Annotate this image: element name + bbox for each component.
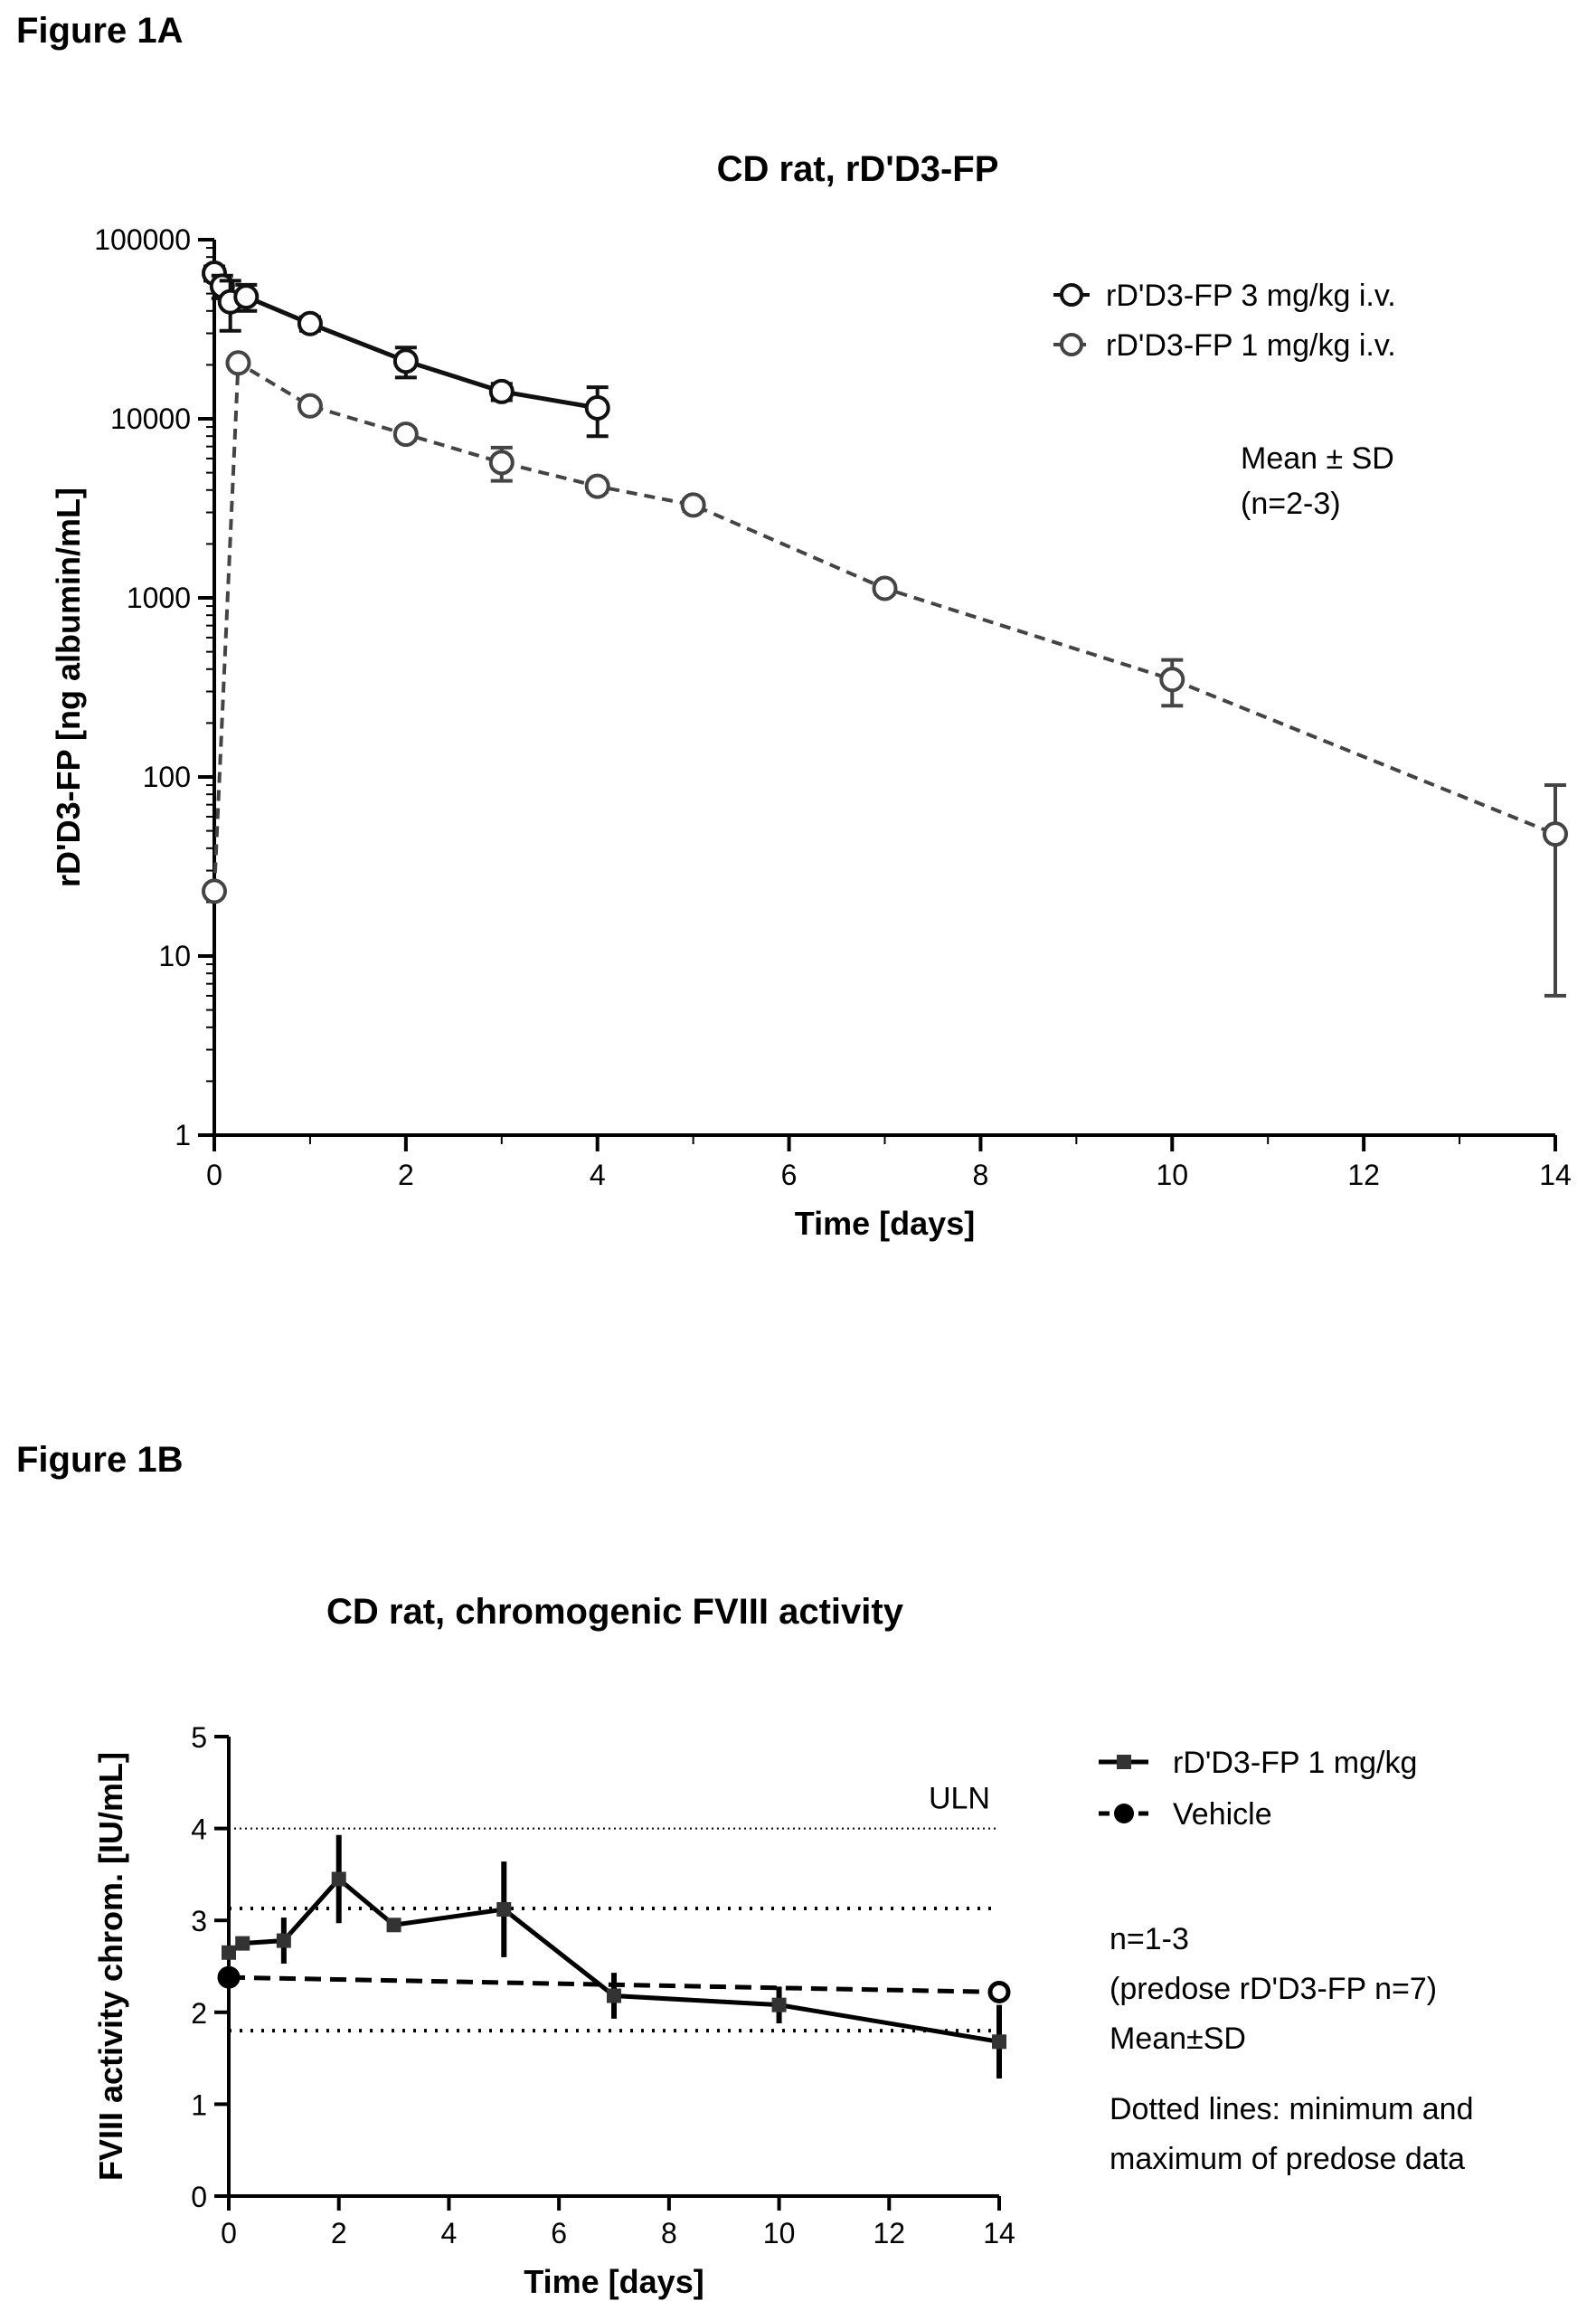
y-tick-label: 0 xyxy=(191,2181,207,2213)
data-point xyxy=(1159,667,1185,693)
data-point xyxy=(1543,821,1568,848)
data-point xyxy=(987,1980,1011,2003)
legend-marker xyxy=(1060,283,1083,307)
annotation-text: (predose rD'D3-FP n=7) xyxy=(1110,1972,1437,2006)
annotation-mean-sd: Mean ± SD xyxy=(1241,441,1394,476)
annotation-text: maximum of predose data xyxy=(1110,2142,1465,2176)
legend-label: rD'D3-FP 3 mg/kg i.v. xyxy=(1106,279,1396,313)
annotation-n: (n=2-3) xyxy=(1241,487,1341,521)
data-point xyxy=(217,1965,241,1989)
x-tick-label: 14 xyxy=(1539,1159,1572,1191)
x-tick-label: 6 xyxy=(781,1159,798,1191)
x-tick-label: 12 xyxy=(873,2217,905,2249)
series-1 xyxy=(202,260,610,439)
y-tick-label: 5 xyxy=(191,1721,207,1754)
data-point xyxy=(992,2034,1006,2050)
data-point xyxy=(386,1918,401,1933)
data-point xyxy=(202,878,227,904)
data-point xyxy=(235,1936,250,1951)
series-2 xyxy=(202,350,1568,998)
x-tick-label: 8 xyxy=(661,2217,677,2249)
x-tick-label: 0 xyxy=(206,1159,222,1191)
y-axis-title: rD'D3-FP [ng albumin/mL] xyxy=(50,488,87,887)
data-point xyxy=(488,450,515,476)
data-point xyxy=(872,575,898,601)
x-tick-label: 6 xyxy=(551,2217,567,2249)
x-tick-label: 4 xyxy=(441,2217,458,2249)
legend-label: rD'D3-FP 1 mg/kg xyxy=(1173,1746,1417,1780)
x-axis-title: Time [days] xyxy=(524,2263,704,2300)
figure-1a-label: Figure 1A xyxy=(16,11,184,51)
y-tick-label: 100 xyxy=(143,761,191,793)
x-tick-label: 10 xyxy=(1156,1159,1188,1191)
annotation-text: Dotted lines: minimum and xyxy=(1110,2092,1474,2126)
x-tick-label: 2 xyxy=(398,1159,414,1191)
series-1 xyxy=(222,1834,1006,2079)
data-point xyxy=(276,1933,291,1948)
legend-marker xyxy=(1114,1804,1134,1823)
y-tick-label: 4 xyxy=(191,1813,207,1846)
y-tick-label: 10000 xyxy=(110,402,191,435)
legend-label: rD'D3-FP 1 mg/kg i.v. xyxy=(1106,328,1396,363)
data-point xyxy=(488,378,515,404)
series-line xyxy=(228,1974,1000,1994)
chart-title: CD rat, rD'D3-FP xyxy=(717,149,999,189)
x-tick-label: 12 xyxy=(1347,1159,1380,1191)
data-point xyxy=(392,421,419,448)
annotation-text: n=1-3 xyxy=(1110,1922,1189,1956)
series-line xyxy=(212,359,1556,892)
data-point xyxy=(297,393,323,419)
figure-1b-label: Figure 1B xyxy=(16,1440,184,1480)
x-tick-label: 8 xyxy=(973,1159,989,1191)
data-point xyxy=(496,1902,512,1918)
legend-marker xyxy=(1060,333,1083,356)
reference-line-label: ULN xyxy=(929,1782,990,1816)
y-axis-title: FVIII activity chrom. [IU/mL] xyxy=(92,1752,129,2181)
data-point xyxy=(771,1997,787,2012)
data-point xyxy=(680,492,706,518)
chart-figure-1a: CD rat, rD'D3-FP 1 10 100 1000 10000 100000 0 2 4… xyxy=(50,149,1572,1242)
annotation-text: Mean±SD xyxy=(1110,2022,1246,2056)
series-2 xyxy=(217,1965,1011,2003)
x-tick-label: 2 xyxy=(331,2217,347,2249)
y-tick-label: 2 xyxy=(191,1997,207,2030)
data-point xyxy=(607,1988,621,2003)
y-tick-label: 1 xyxy=(191,2088,207,2121)
x-tick-label: 14 xyxy=(983,2217,1015,2249)
data-point xyxy=(297,310,323,336)
x-tick-label: 0 xyxy=(221,2217,237,2249)
data-point xyxy=(222,1945,236,1960)
legend-label: Vehicle xyxy=(1173,1797,1272,1832)
x-axis-title: Time [days] xyxy=(795,1205,975,1242)
data-point xyxy=(225,350,251,376)
chart-title: CD rat, chromogenic FVIII activity xyxy=(326,1592,904,1632)
y-tick-label: 100000 xyxy=(94,223,191,256)
legend-marker xyxy=(1117,1755,1131,1769)
data-point xyxy=(233,284,260,310)
data-point xyxy=(331,1871,346,1887)
x-tick-label: 4 xyxy=(590,1159,606,1191)
y-tick-label: 3 xyxy=(191,1905,207,1937)
data-point xyxy=(392,348,419,374)
y-tick-label: 10 xyxy=(158,940,191,972)
x-tick-label: 10 xyxy=(763,2217,796,2249)
data-point xyxy=(584,473,610,499)
y-tick-label: 1000 xyxy=(127,582,191,614)
data-point xyxy=(584,394,610,421)
y-tick-label: 1 xyxy=(175,1119,191,1151)
